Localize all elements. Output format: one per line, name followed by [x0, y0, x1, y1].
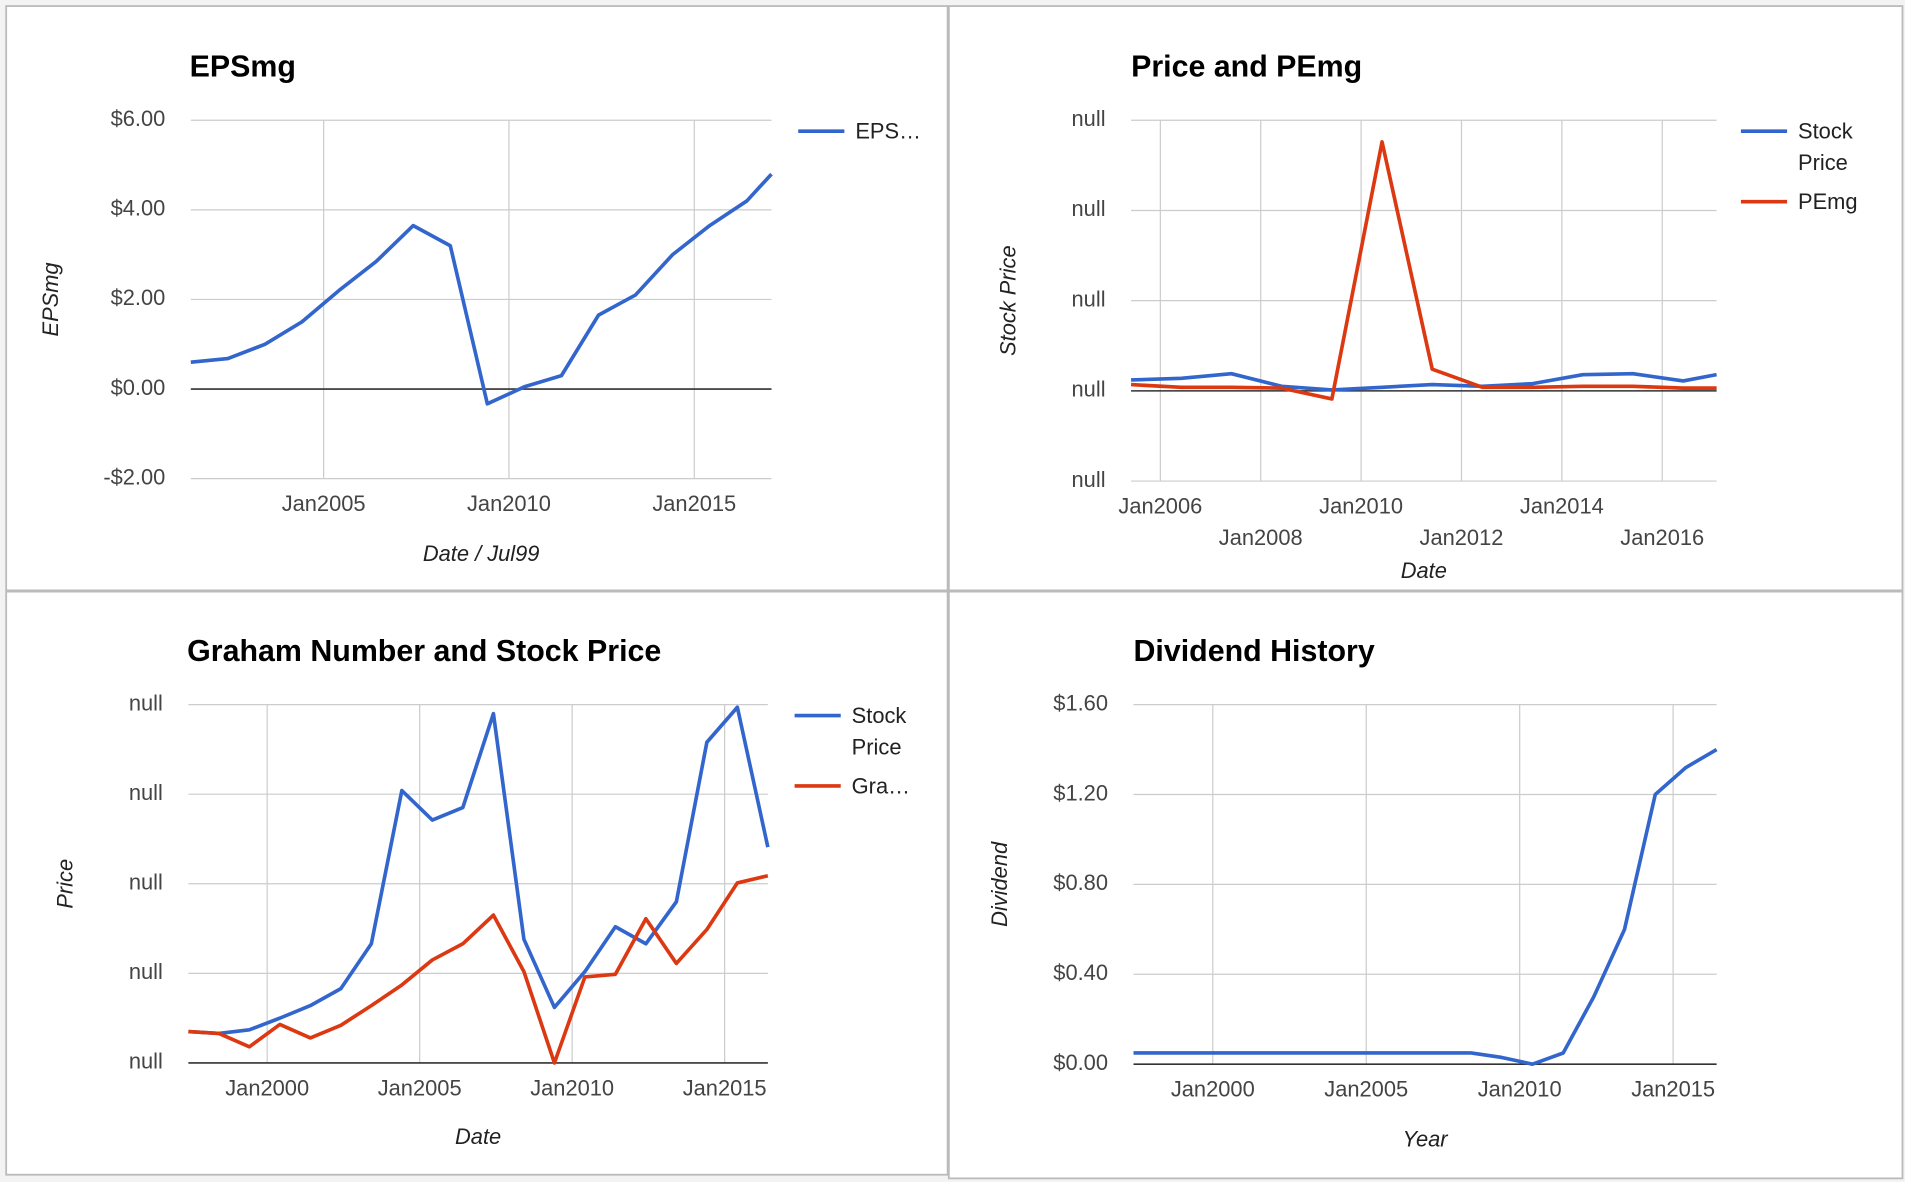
legend-item: Gra…	[851, 773, 911, 799]
legend-item: Stock Price	[1798, 119, 1853, 175]
x-tick-label: Jan2005	[282, 491, 366, 516]
series-line	[188, 705, 770, 1036]
x-tick-label: Jan2016	[1620, 525, 1704, 550]
y-tick-label: null	[129, 780, 163, 805]
x-tick-label: Jan2010	[467, 491, 551, 516]
y-tick-label: $0.40	[1053, 960, 1108, 985]
y-tick-label: null	[1072, 467, 1106, 492]
y-tick-label: null	[1072, 377, 1106, 402]
y-axis-title: Price	[53, 859, 78, 909]
legend-label: PEmg	[1798, 189, 1858, 214]
y-tick-label: $0.00	[1053, 1050, 1108, 1075]
x-tick-label: Jan2014	[1520, 494, 1604, 519]
legend-label: Stock Price	[851, 703, 907, 760]
x-axis-title: Date	[455, 1124, 501, 1149]
y-axis-title: EPSmg	[38, 262, 63, 336]
legend-item: Stock Price	[851, 703, 907, 760]
y-axis-title: Stock Price	[995, 245, 1020, 356]
x-tick-label: Jan2010	[1478, 1077, 1562, 1102]
x-tick-label: Jan2010	[530, 1075, 614, 1100]
y-tick-label: null	[1072, 196, 1106, 221]
series-line	[190, 172, 773, 406]
legend-label: EPS…	[855, 119, 921, 144]
chart-title: Price and PEmg	[1131, 51, 1362, 84]
y-tick-label: $0.00	[111, 375, 166, 400]
x-tick-label: Jan2015	[652, 491, 736, 516]
x-tick-label: Jan2015	[683, 1075, 767, 1100]
y-tick-label: null	[129, 690, 163, 715]
x-axis-title: Date	[1401, 558, 1447, 583]
chart-title: Dividend History	[1134, 635, 1375, 668]
y-tick-label: null	[129, 1049, 163, 1074]
y-tick-label: $4.00	[111, 196, 166, 221]
chart-title: Graham Number and Stock Price	[187, 635, 661, 668]
panel	[5, 5, 949, 592]
chart-title: EPSmg	[190, 51, 296, 84]
x-tick-label: Jan2015	[1631, 1077, 1715, 1102]
legend-item: EPS…	[855, 119, 921, 144]
x-tick-label: Jan2008	[1219, 525, 1303, 550]
series-line	[1130, 140, 1717, 401]
y-tick-label: null	[1072, 286, 1106, 311]
x-tick-label: Jan2006	[1118, 494, 1202, 519]
series-line	[1131, 371, 1717, 392]
x-tick-label: Jan2012	[1420, 525, 1504, 550]
y-tick-label: $1.60	[1053, 690, 1108, 715]
legend-label: Gra…	[851, 773, 911, 799]
y-tick-label: $2.00	[111, 285, 166, 310]
x-tick-label: Jan2000	[1171, 1077, 1255, 1102]
y-tick-label: null	[129, 959, 163, 984]
x-tick-label: Jan2005	[1324, 1077, 1408, 1102]
x-tick-label: Jan2000	[225, 1075, 309, 1100]
y-tick-label: -$2.00	[103, 464, 165, 489]
panel	[947, 5, 1904, 592]
legend-label: Stock Price	[1798, 119, 1853, 175]
y-tick-label: null	[1072, 106, 1106, 131]
y-tick-label: $1.20	[1053, 780, 1108, 805]
x-axis-title: Date / Jul99	[423, 541, 540, 566]
x-tick-label: Jan2010	[1319, 494, 1403, 519]
x-axis-title: Year	[1403, 1126, 1450, 1151]
legend-item: PEmg	[1798, 189, 1858, 214]
y-tick-label: $0.80	[1053, 870, 1108, 895]
y-tick-label: $6.00	[111, 106, 166, 131]
series-line	[1133, 747, 1718, 1066]
series-line	[188, 873, 769, 1065]
y-tick-label: null	[129, 870, 163, 895]
y-axis-title: Dividend	[987, 841, 1012, 927]
x-tick-label: Jan2005	[378, 1075, 462, 1100]
